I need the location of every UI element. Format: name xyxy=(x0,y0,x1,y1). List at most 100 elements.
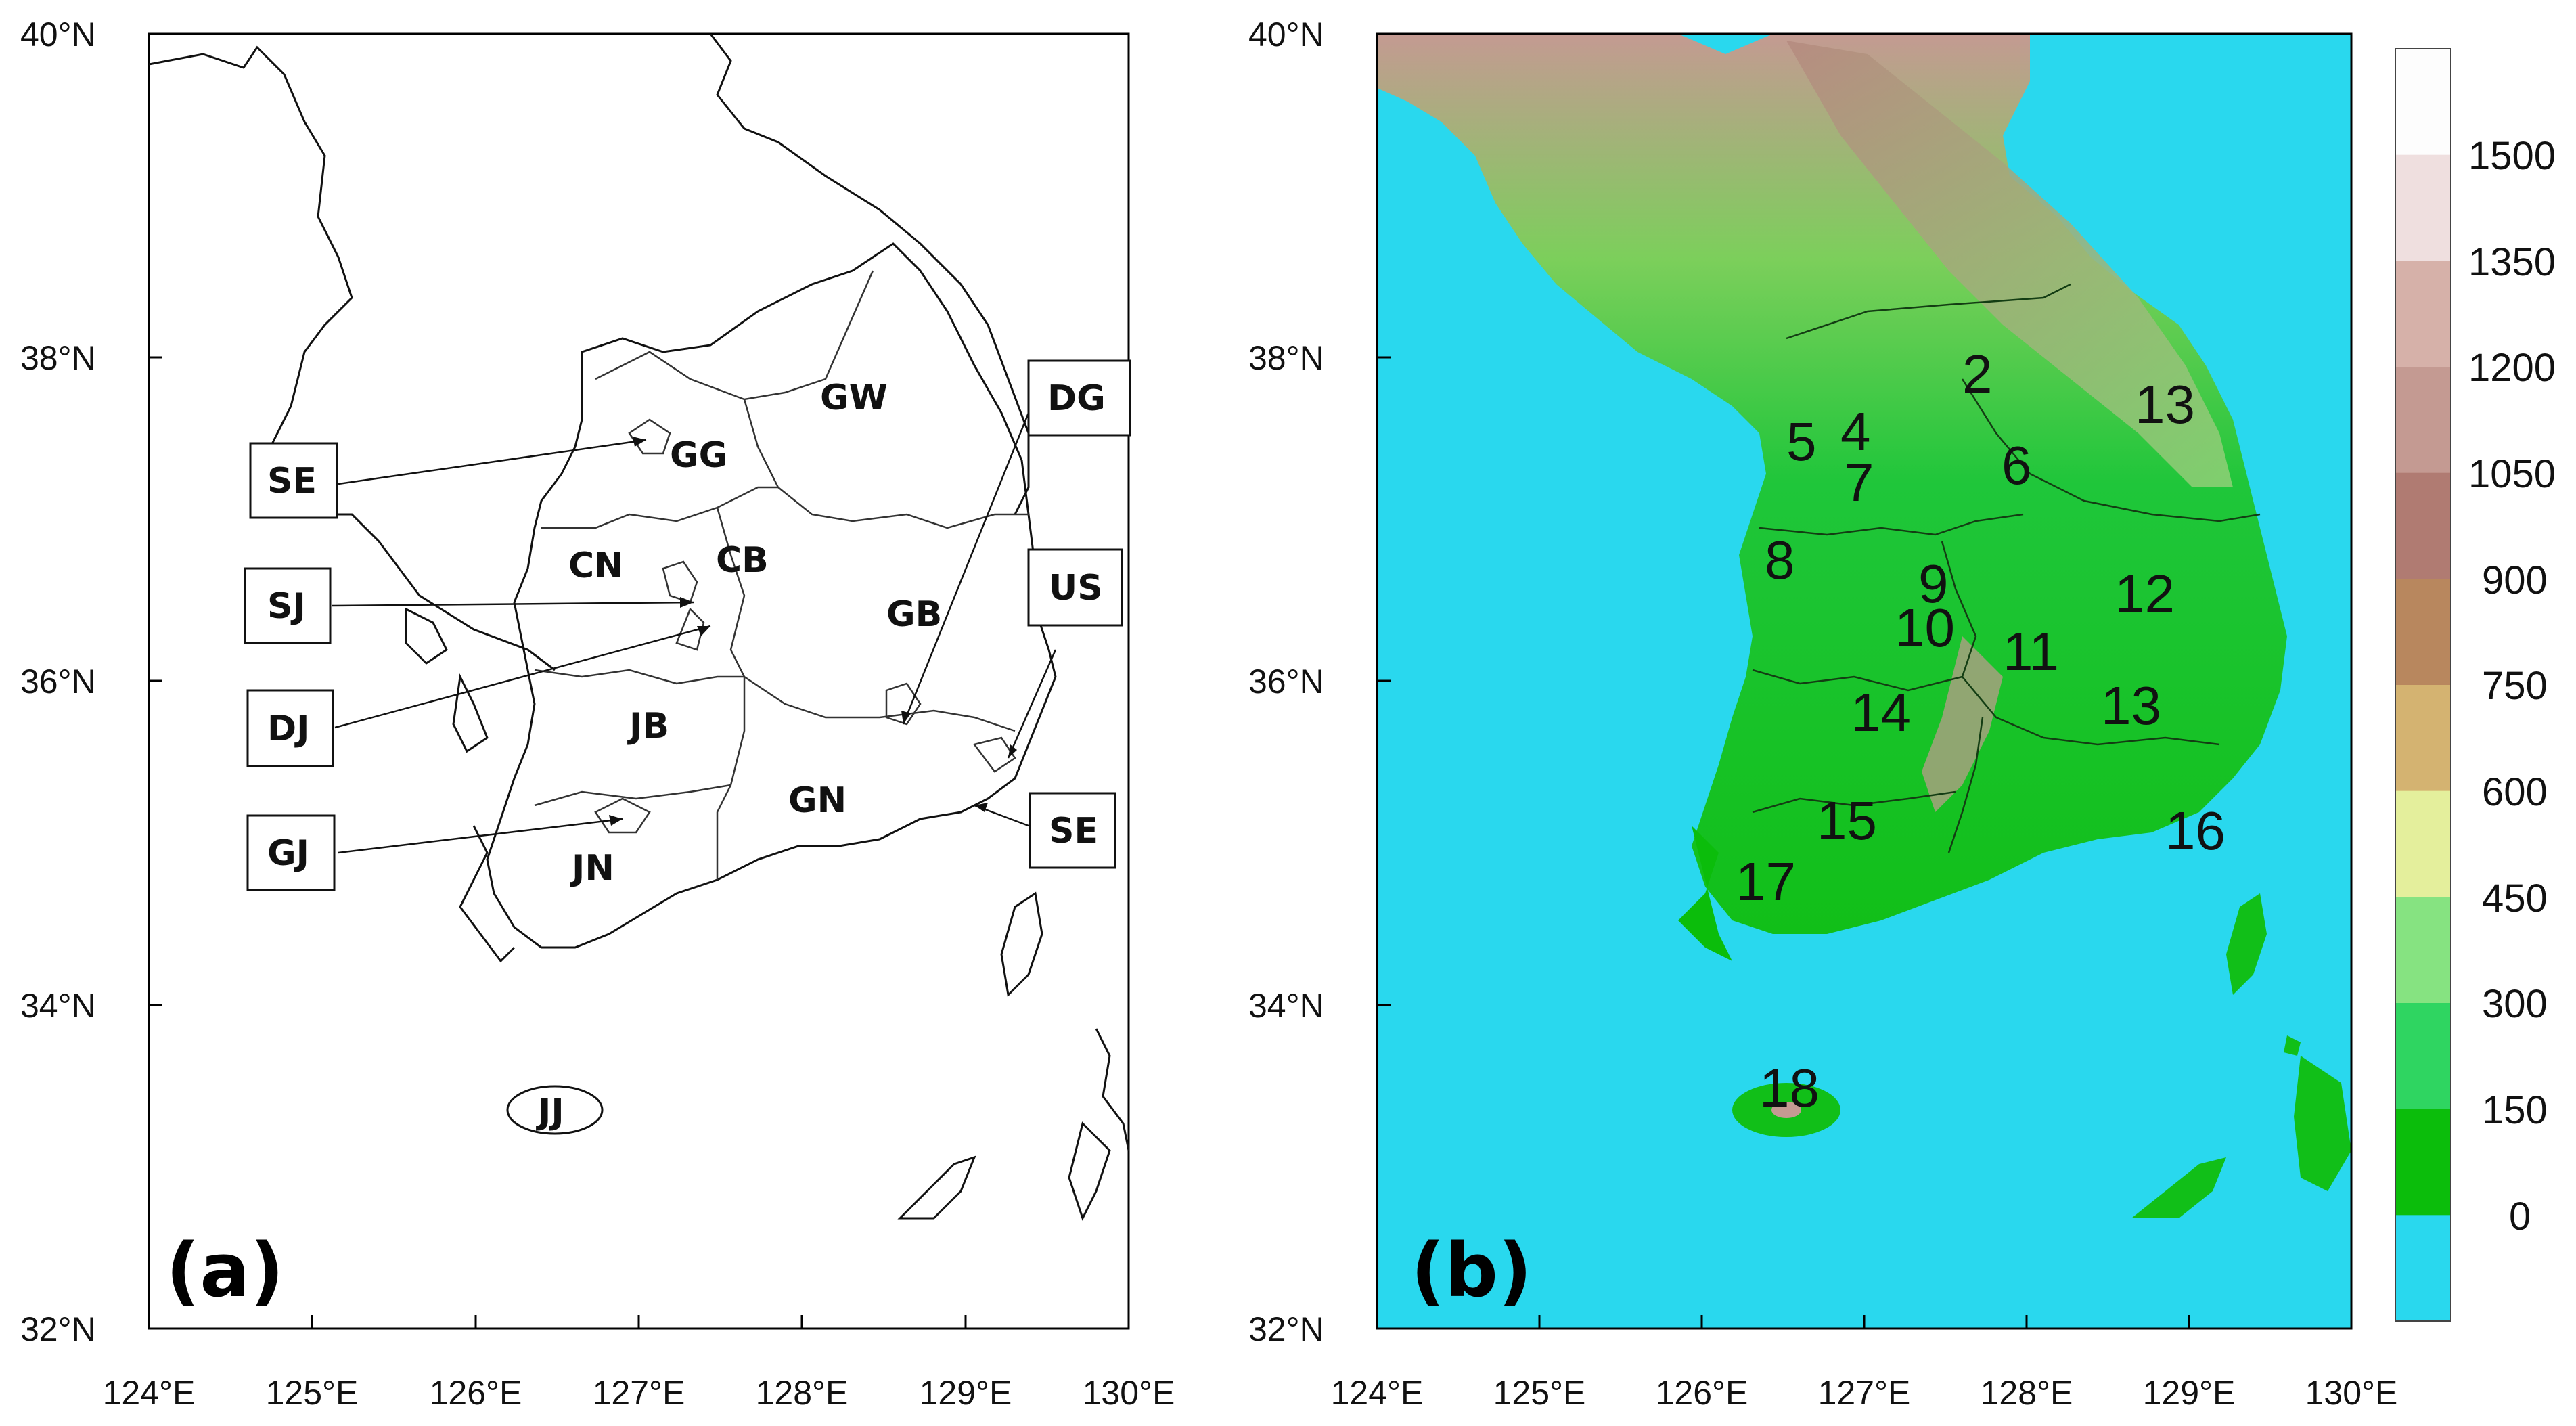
svg-text:18: 18 xyxy=(1759,1058,1820,1118)
callout-box-se-north: SE xyxy=(249,442,338,519)
colorbar-label-0: 0 xyxy=(2509,1195,2531,1239)
panel-a-lon-tick-126e: 126°E xyxy=(430,1374,522,1412)
panel-b-lat-tick-36n: 36°N xyxy=(1248,663,1324,700)
svg-text:4: 4 xyxy=(1840,401,1871,462)
panel-a-coastlines xyxy=(149,34,1129,1221)
svg-text:DG: DG xyxy=(1047,378,1106,419)
panel-b-lon-tick-129e: 129°E xyxy=(2143,1374,2236,1412)
colorbar-label-900: 900 xyxy=(2482,558,2548,602)
colorbar-swatch xyxy=(2395,154,2451,261)
callout-box-dg: DG xyxy=(1027,359,1131,437)
panel-b-lon-tick-127e: 127°E xyxy=(1818,1374,1911,1412)
panel-b-region-numbers: 2 13 5 4 6 7 8 9 12 10 11 14 13 15 16 17… xyxy=(1736,344,2225,1118)
callout-box-dj: DJ xyxy=(246,689,334,767)
svg-text:US: US xyxy=(1049,568,1103,608)
region-label-gw: GW xyxy=(820,378,888,418)
panel-a-tick-marks xyxy=(148,32,1130,1330)
colorbar-label-150: 150 xyxy=(2482,1088,2548,1132)
panel-b-province-borders xyxy=(1752,283,2261,853)
panel-a-lon-tick-129e: 129°E xyxy=(920,1374,1012,1412)
panel-b-label: (b) xyxy=(1411,1227,1532,1314)
panel-b-lon-tick-130e: 130°E xyxy=(2305,1374,2398,1412)
panel-b-lon-tick-124e: 124°E xyxy=(1331,1374,1424,1412)
region-label-jn: JN xyxy=(570,848,614,889)
panel-a-label: (a) xyxy=(166,1227,284,1314)
colorbar: 1500 1350 1200 1050 900 750 600 450 300 … xyxy=(2395,48,2556,1322)
callout-box-sj: SJ xyxy=(244,567,332,644)
svg-text:GJ: GJ xyxy=(267,833,309,874)
svg-text:11: 11 xyxy=(2003,621,2059,682)
panel-b-lon-tick-126e: 126°E xyxy=(1656,1374,1748,1412)
svg-text:17: 17 xyxy=(1736,851,1796,912)
panel-b-terrain xyxy=(1377,34,2351,1218)
panel-a-lat-tick-38n: 38°N xyxy=(20,339,96,377)
panel-b-lat-tick-32n: 32°N xyxy=(1248,1310,1324,1348)
panel-b-lat-tick-40n: 40°N xyxy=(1248,16,1324,53)
panel-b-lon-tick-128e: 128°E xyxy=(1981,1374,2073,1412)
panel-a: GW GG CN CB GB JB GN JN JJ xyxy=(20,16,1175,1412)
svg-text:6: 6 xyxy=(2002,435,2032,495)
colorbar-label-450: 450 xyxy=(2482,876,2548,920)
panel-a-lon-tick-128e: 128°E xyxy=(756,1374,849,1412)
colorbar-swatch xyxy=(2395,261,2451,367)
panel-a-lon-tick-124e: 124°E xyxy=(103,1374,196,1412)
region-label-cn: CN xyxy=(568,545,624,586)
region-label-cb: CB xyxy=(716,540,769,581)
colorbar-label-1050: 1050 xyxy=(2468,452,2556,496)
svg-text:13: 13 xyxy=(2101,675,2161,736)
panel-b-tick-marks xyxy=(1376,32,2353,1330)
colorbar-swatch xyxy=(2395,472,2451,579)
colorbar-label-1200: 1200 xyxy=(2468,346,2556,390)
svg-text:13: 13 xyxy=(2135,374,2195,435)
panel-a-lat-tick-32n: 32°N xyxy=(20,1310,96,1348)
colorbar-swatch xyxy=(2395,790,2451,897)
colorbar-frame xyxy=(2395,48,2451,1322)
region-label-gg: GG xyxy=(670,435,727,476)
colorbar-swatch xyxy=(2395,367,2451,474)
panel-b: 2 13 5 4 6 7 8 9 12 10 11 14 13 15 16 17… xyxy=(1248,16,2397,1412)
svg-text:10: 10 xyxy=(1895,598,1955,658)
panel-a-lat-tick-34n: 34°N xyxy=(20,987,96,1025)
svg-text:2: 2 xyxy=(1962,344,1993,404)
region-label-jb: JB xyxy=(627,706,669,747)
svg-text:7: 7 xyxy=(1844,452,1874,512)
colorbar-label-1500: 1500 xyxy=(2468,134,2556,178)
panel-a-lon-tick-125e: 125°E xyxy=(266,1374,359,1412)
callout-leaders xyxy=(331,412,1057,854)
svg-text:12: 12 xyxy=(2115,564,2175,624)
callout-box-us: US xyxy=(1027,548,1123,627)
colorbar-label-1350: 1350 xyxy=(2468,240,2556,284)
svg-text:15: 15 xyxy=(1817,790,1877,851)
svg-text:SJ: SJ xyxy=(267,586,306,627)
colorbar-swatch xyxy=(2395,49,2451,156)
svg-text:14: 14 xyxy=(1851,682,1911,742)
panel-a-lon-tick-130e: 130°E xyxy=(1083,1374,1175,1412)
colorbar-swatch xyxy=(2395,1109,2451,1216)
callout-arrowheads xyxy=(609,437,1017,826)
colorbar-label-600: 600 xyxy=(2482,770,2548,814)
colorbar-swatch xyxy=(2395,897,2451,1004)
svg-text:9: 9 xyxy=(1918,554,1949,614)
colorbar-label-300: 300 xyxy=(2482,982,2548,1026)
svg-text:16: 16 xyxy=(2165,801,2225,861)
svg-text:5: 5 xyxy=(1786,411,1817,472)
colorbar-label-750: 750 xyxy=(2482,664,2548,708)
panel-a-lat-tick-36n: 36°N xyxy=(20,663,96,700)
callout-box-gj: GJ xyxy=(246,814,336,891)
svg-text:SE: SE xyxy=(267,461,317,502)
svg-text:DJ: DJ xyxy=(267,709,310,749)
region-label-gn: GN xyxy=(788,780,846,821)
colorbar-swatch xyxy=(2395,1215,2451,1322)
callout-box-se-south: SE xyxy=(1029,792,1116,869)
panel-b-lat-tick-38n: 38°N xyxy=(1248,339,1324,377)
colorbar-swatch xyxy=(2395,579,2451,686)
panel-a-province-borders xyxy=(534,270,1029,880)
panel-b-lat-tick-34n: 34°N xyxy=(1248,987,1324,1025)
panel-a-frame xyxy=(148,32,1130,1330)
panel-a-lon-tick-127e: 127°E xyxy=(593,1374,685,1412)
svg-text:8: 8 xyxy=(1765,530,1795,590)
svg-text:SE: SE xyxy=(1049,811,1098,851)
colorbar-swatch xyxy=(2395,1003,2451,1110)
colorbar-swatch xyxy=(2395,685,2451,792)
panel-a-lat-tick-40n: 40°N xyxy=(20,16,96,53)
